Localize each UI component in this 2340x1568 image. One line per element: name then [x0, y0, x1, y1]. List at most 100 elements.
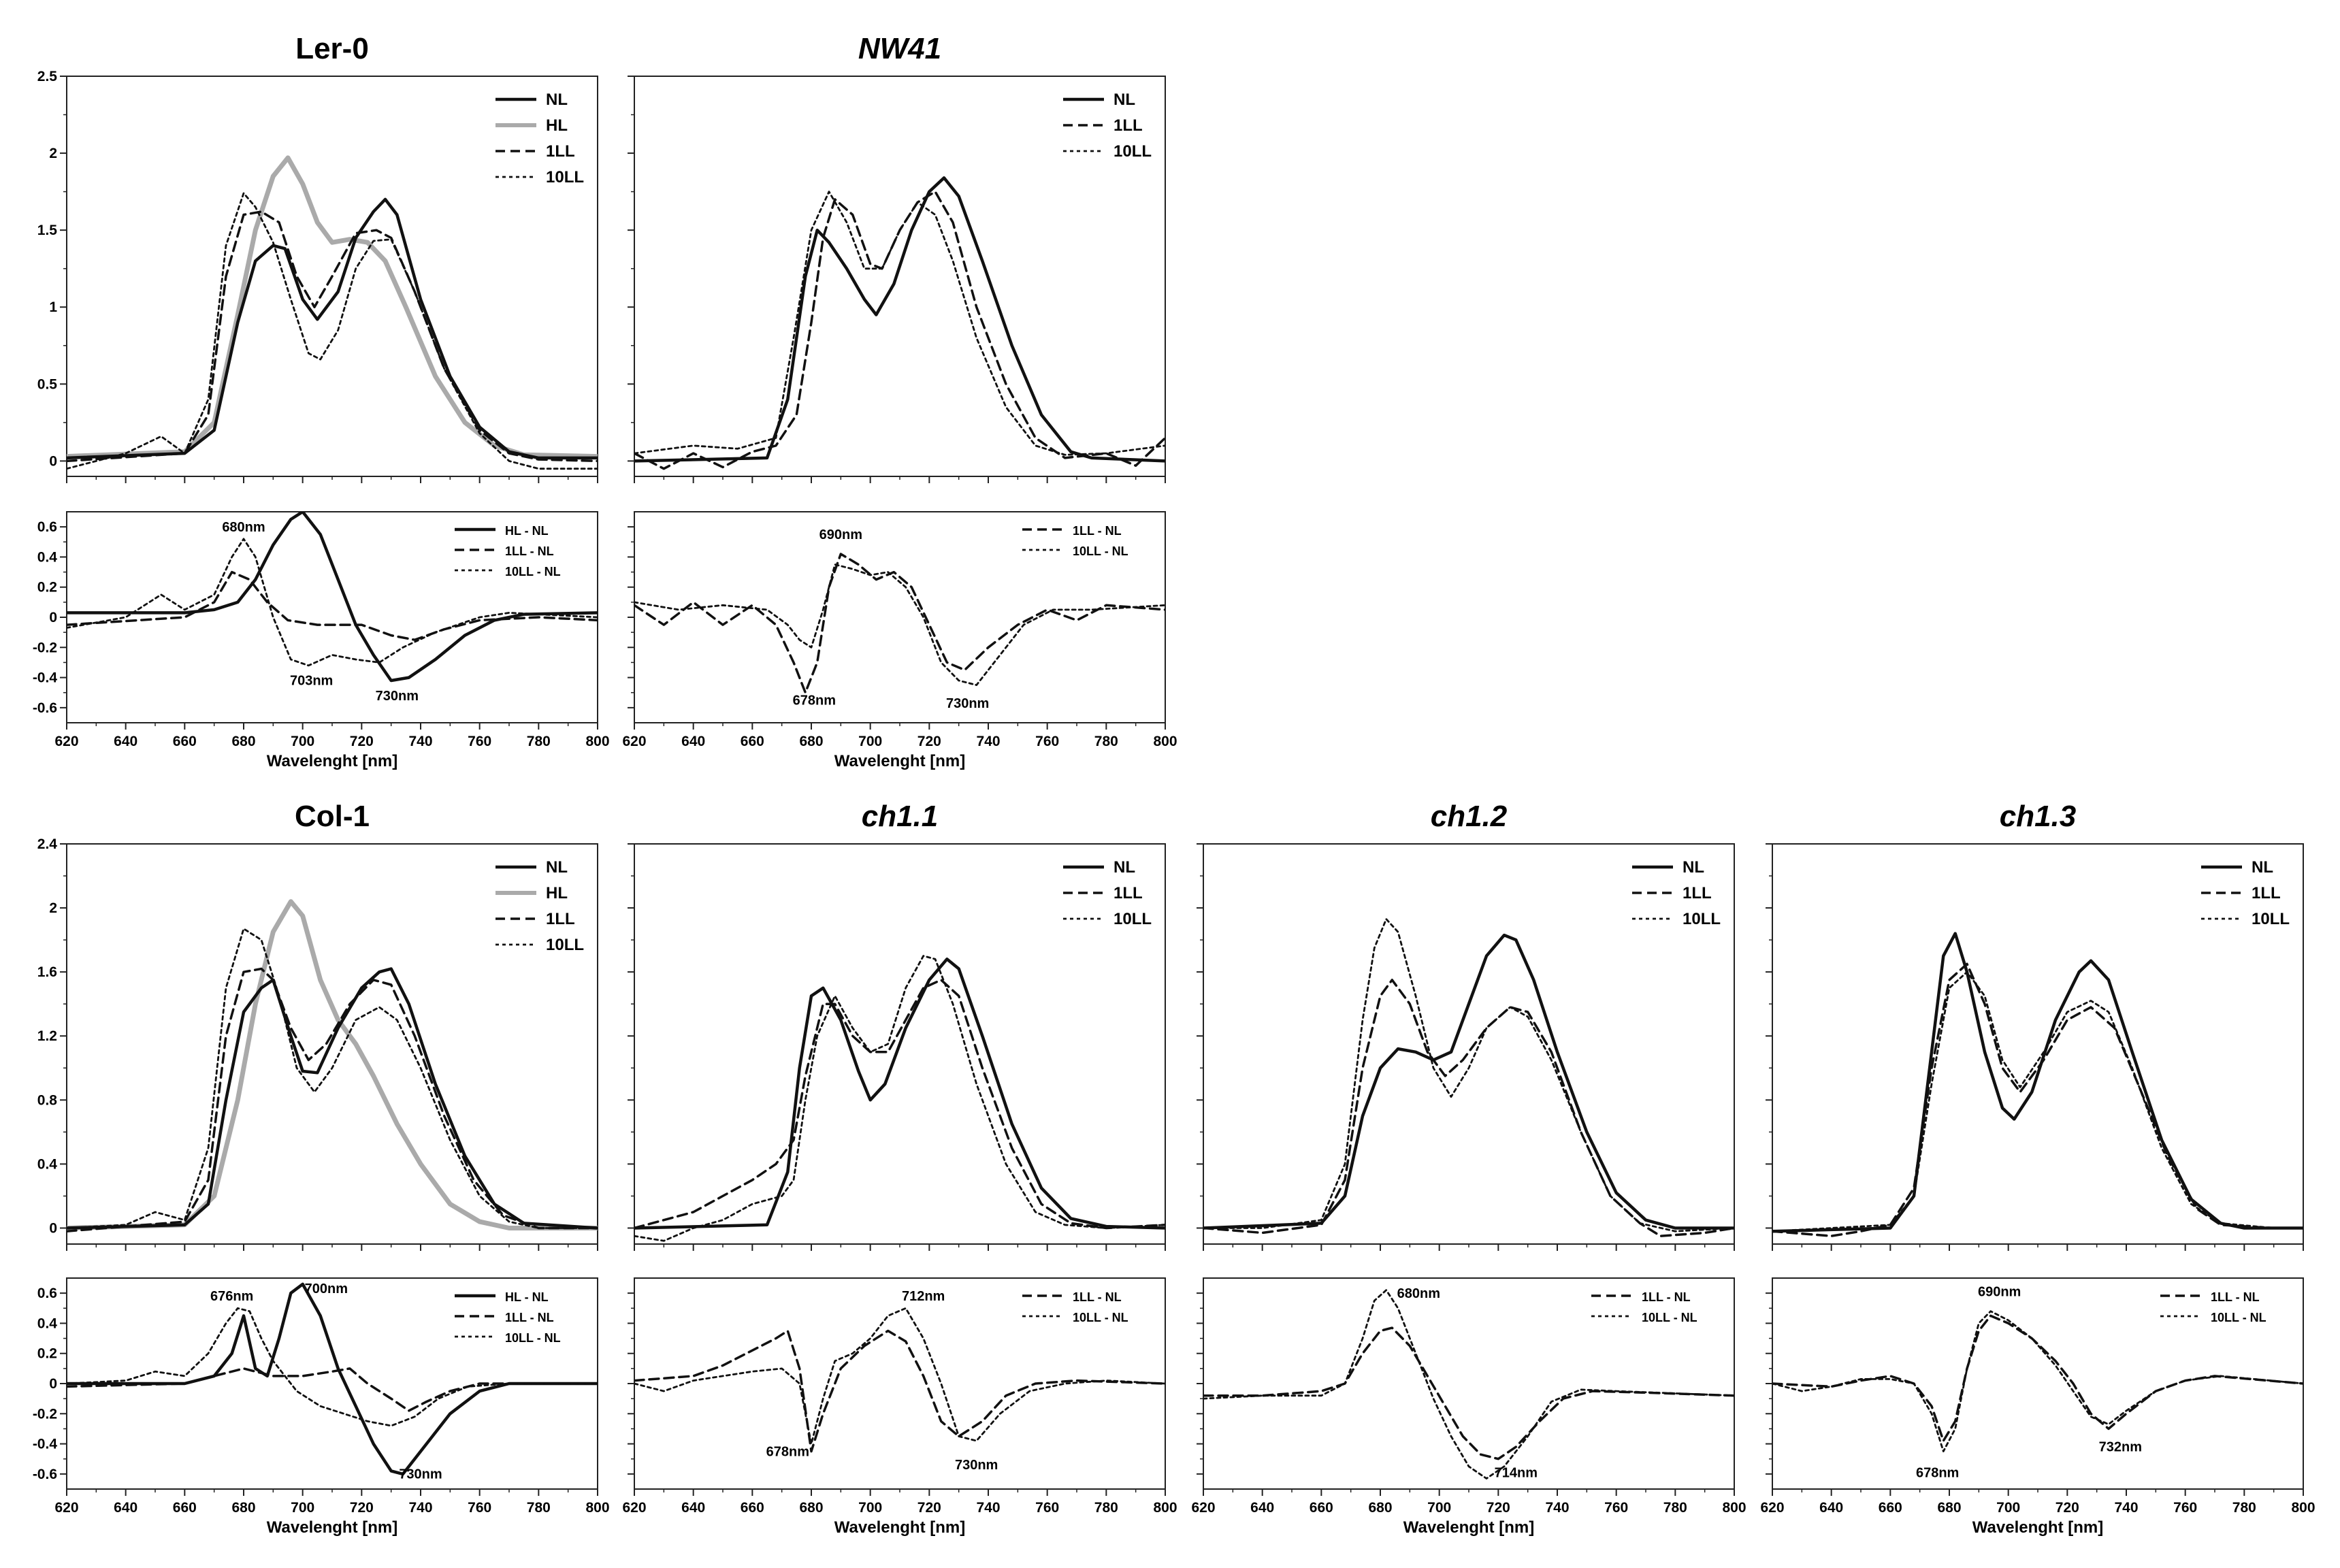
- annotation-label: 690nm: [1978, 1285, 2021, 1300]
- annotation-label: 730nm: [955, 1458, 998, 1473]
- x-tick-label: 780: [527, 1500, 551, 1516]
- legend-label: 1LL - NL: [505, 544, 554, 558]
- series-line-nl: [1203, 933, 1734, 1230]
- series-line-nl: [1772, 932, 2303, 1233]
- series-line-1ll: [634, 190, 1165, 470]
- series-line-10ll-nl: [634, 1307, 1165, 1445]
- series-group: [1203, 1289, 1734, 1480]
- plot-frame: [634, 76, 1166, 477]
- x-tick-label: 780: [527, 734, 551, 749]
- y-tick-label: -0.4: [33, 670, 58, 686]
- x-tick-label: 780: [1094, 734, 1118, 749]
- series-line-10ll-nl: [67, 1307, 598, 1427]
- x-tick-label: 740: [2114, 1500, 2138, 1516]
- x-tick-label: 800: [1153, 734, 1177, 749]
- series-group: [634, 176, 1165, 470]
- legend-label: NL: [546, 91, 568, 109]
- panel-ch13_diff: 620 640 660 680 700 720 740 760 780 800 Wavelenght…: [1760, 1277, 2315, 1537]
- annotation-label: 678nm: [766, 1444, 809, 1459]
- x-tick-label: 740: [408, 1500, 432, 1516]
- x-tick-label: 620: [1191, 1500, 1215, 1516]
- x-tick-label: 800: [2291, 1500, 2315, 1516]
- annotation-label: 712nm: [902, 1289, 945, 1304]
- x-tick-label: 620: [622, 734, 646, 749]
- x-axis-label: Wavelenght [nm]: [267, 752, 397, 770]
- x-tick-label: 640: [681, 1500, 705, 1516]
- x-tick-label: 760: [468, 734, 491, 749]
- legend-label: HL - NL: [505, 524, 549, 538]
- legend-label: 10LL: [2252, 910, 2290, 928]
- x-tick-label: 720: [1486, 1500, 1510, 1516]
- series-line-1ll-nl: [67, 570, 598, 641]
- chart-title: ch1.2: [1431, 800, 1508, 833]
- legend-label: NL: [1683, 858, 1704, 877]
- y-tick-label: 1.6: [37, 964, 57, 980]
- series-line-10ll: [67, 928, 598, 1229]
- annotation-label: 690nm: [819, 527, 862, 542]
- series-group: [67, 155, 598, 470]
- annotation-label: 714nm: [1495, 1465, 1538, 1480]
- legend-label: 10LL: [1683, 910, 1721, 928]
- panel-col1_diff: -0.6 -0.4 -0.2 0 0.2 0.4 0.6 620 640 660 680 700 720…: [33, 1277, 610, 1537]
- x-tick-label: 660: [173, 1500, 197, 1516]
- panel-ler0: Ler-0 0 0.5 1 1.5 2 2.5 NL HL 1LL 10LL: [37, 32, 598, 483]
- x-tick-label: 660: [741, 1500, 764, 1516]
- figure-panels: Ler-0 0 0.5 1 1.5 2 2.5 NL HL 1LL 10LL NW41 NL 1LL 10L…: [33, 32, 2315, 1537]
- x-tick-label: 720: [917, 734, 941, 749]
- x-axis-label: Wavelenght [nm]: [834, 1518, 965, 1537]
- x-tick-label: 780: [1663, 1500, 1687, 1516]
- x-tick-label: 640: [1819, 1500, 1843, 1516]
- legend-label: NL: [1114, 91, 1135, 109]
- x-tick-label: 620: [1760, 1500, 1784, 1516]
- x-tick-label: 680: [231, 734, 255, 749]
- panel-nw41: NW41 NL 1LL 10LL: [628, 32, 1166, 483]
- x-tick-label: 740: [976, 734, 1000, 749]
- series-group: [67, 899, 598, 1232]
- annotation-label: 676nm: [210, 1289, 253, 1304]
- legend-label: 1LL: [1114, 116, 1143, 135]
- series-line-1ll-nl: [1203, 1326, 1734, 1460]
- series-line-1ll-nl: [1772, 1314, 2303, 1442]
- panel-ch11: ch1.1 NL 1LL 10LL: [628, 800, 1166, 1251]
- annotation-label: 700nm: [305, 1281, 348, 1296]
- series-line-1ll-nl: [67, 1367, 598, 1412]
- x-tick-label: 740: [1545, 1500, 1569, 1516]
- annotation-label: 730nm: [376, 689, 419, 704]
- x-tick-label: 720: [350, 1500, 374, 1516]
- y-tick-label: 1: [49, 299, 57, 315]
- y-tick-label: 0: [49, 610, 57, 625]
- y-tick-label: 2: [49, 146, 57, 161]
- panel-ch12: ch1.2 NL 1LL 10LL: [1197, 800, 1735, 1251]
- y-tick-label: 2: [49, 900, 57, 916]
- x-tick-label: 700: [1427, 1500, 1451, 1516]
- annotation-label: 678nm: [793, 693, 836, 708]
- legend-label: NL: [2252, 858, 2273, 877]
- x-tick-label: 700: [291, 1500, 314, 1516]
- legend-label: 1LL - NL: [2211, 1290, 2260, 1304]
- panel-nw41_diff: 620 640 660 680 700 720 740 760 780 800 Wavelenght…: [622, 511, 1177, 770]
- series-group: [67, 512, 598, 683]
- x-tick-label: 700: [858, 1500, 882, 1516]
- annotation-label: 703nm: [290, 674, 333, 689]
- x-tick-label: 680: [799, 734, 823, 749]
- series-line-1ll: [634, 979, 1165, 1230]
- x-tick-label: 620: [622, 1500, 646, 1516]
- annotation-label: 680nm: [1397, 1286, 1440, 1301]
- y-tick-label: 0.4: [37, 1156, 58, 1172]
- series-line-nl: [67, 197, 598, 460]
- series-line-1ll: [67, 210, 598, 463]
- series-line-10ll-nl: [1772, 1310, 2303, 1452]
- x-tick-label: 660: [741, 734, 764, 749]
- chart-title: Col-1: [295, 800, 370, 833]
- x-tick-label: 640: [114, 734, 137, 749]
- y-tick-label: 0.4: [37, 549, 58, 565]
- legend-label: 10LL - NL: [505, 1331, 561, 1345]
- y-tick-label: 0.6: [37, 519, 57, 535]
- series-line-10ll-nl: [634, 564, 1165, 686]
- panel-ler0_diff: -0.6 -0.4 -0.2 0 0.2 0.4 0.6 620 640 660 680 700 720…: [33, 511, 610, 770]
- x-tick-label: 620: [54, 734, 78, 749]
- series-group: [634, 1307, 1165, 1453]
- legend-label: 1LL: [1683, 884, 1712, 902]
- y-tick-label: 0.5: [37, 376, 58, 392]
